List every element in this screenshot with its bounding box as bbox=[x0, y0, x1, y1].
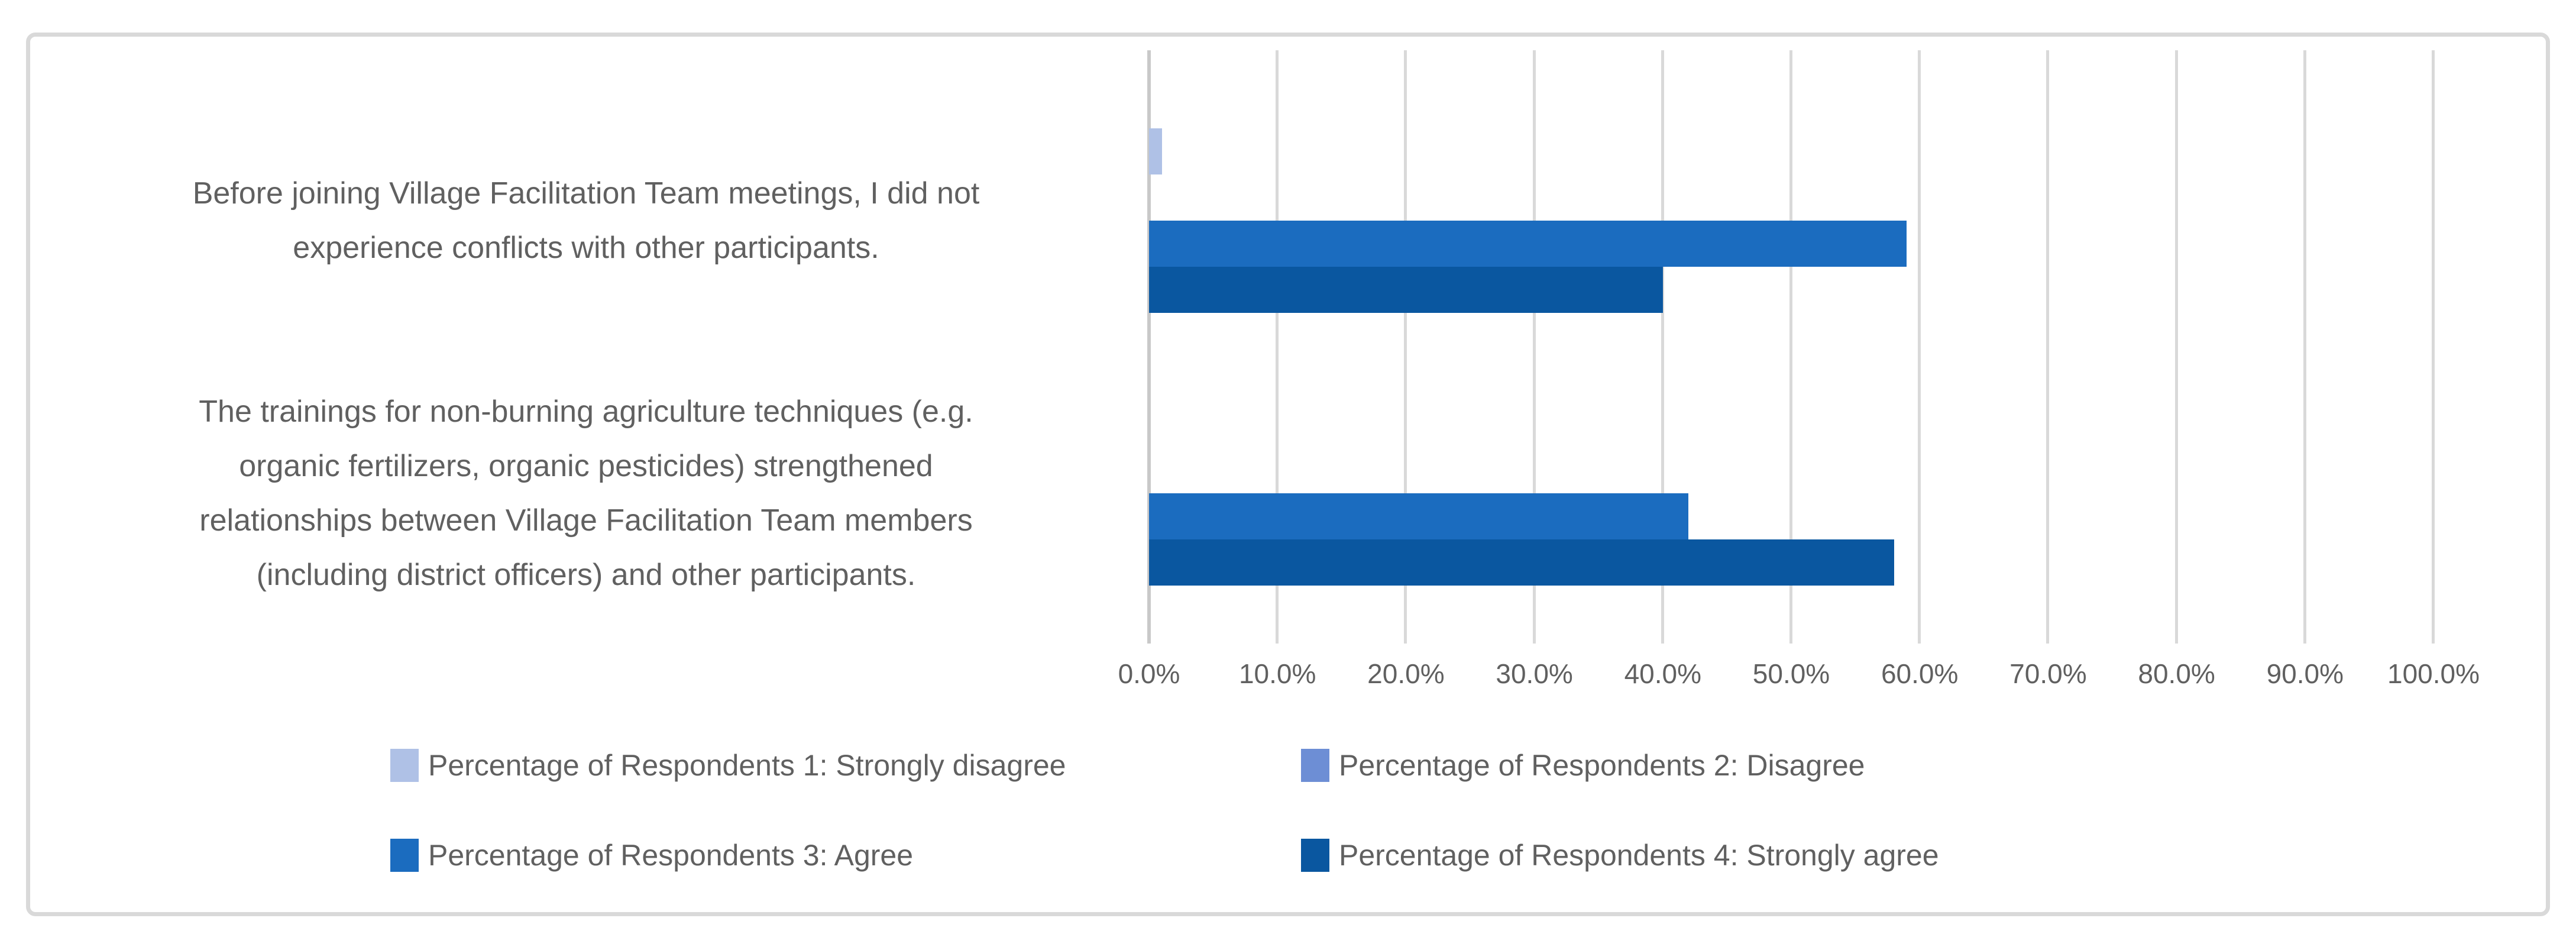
category-axis-line bbox=[1147, 50, 1151, 644]
category-label-line: organic fertilizers, organic pesticides)… bbox=[239, 449, 933, 483]
x-tick-label: 10.0% bbox=[1238, 658, 1316, 689]
legend-swatch bbox=[1301, 839, 1329, 872]
bar-series3-category1 bbox=[1149, 221, 1907, 267]
x-tick-label: 80.0% bbox=[2138, 658, 2215, 689]
bar-series4-category2 bbox=[1149, 539, 1894, 586]
legend-swatch bbox=[1301, 749, 1329, 782]
gridline bbox=[1276, 50, 1279, 644]
gridline bbox=[2432, 50, 2435, 644]
x-tick-label: 60.0% bbox=[1881, 658, 1959, 689]
x-tick-label: 70.0% bbox=[2009, 658, 2087, 689]
x-tick-label: 100.0% bbox=[2387, 658, 2480, 689]
category-label-2: The trainings for non-burning agricultur… bbox=[50, 384, 1122, 602]
gridline bbox=[1918, 50, 1921, 644]
bar-series3-category2 bbox=[1149, 493, 1689, 539]
legend-label: Percentage of Respondents 3: Agree bbox=[428, 839, 914, 872]
gridline bbox=[2303, 50, 2306, 644]
gridline bbox=[2046, 50, 2050, 644]
category-label-line: (including district officers) and other … bbox=[256, 558, 916, 592]
legend-item-3: Percentage of Respondents 3: Agree bbox=[390, 836, 913, 874]
x-tick-label: 40.0% bbox=[1624, 658, 1702, 689]
category-label-line: experience conflicts with other particip… bbox=[293, 231, 879, 265]
bar-series1-category1 bbox=[1149, 128, 1162, 174]
x-tick-label: 90.0% bbox=[2266, 658, 2344, 689]
legend-swatch bbox=[390, 839, 419, 872]
gridline bbox=[1532, 50, 1536, 644]
legend-item-4: Percentage of Respondents 4: Strongly ag… bbox=[1301, 836, 1939, 874]
bar-series4-category1 bbox=[1149, 267, 1663, 313]
x-tick-label: 50.0% bbox=[1752, 658, 1830, 689]
chart-area-border bbox=[26, 33, 2550, 916]
gridline bbox=[1404, 50, 1407, 644]
x-tick-label: 20.0% bbox=[1367, 658, 1445, 689]
legend-label: Percentage of Respondents 4: Strongly ag… bbox=[1339, 839, 1939, 872]
legend-item-1: Percentage of Respondents 1: Strongly di… bbox=[390, 746, 1066, 784]
gridline bbox=[1661, 50, 1664, 644]
gridline bbox=[1789, 50, 1792, 644]
x-tick-label: 30.0% bbox=[1496, 658, 1573, 689]
category-label-line: The trainings for non-burning agricultur… bbox=[199, 395, 973, 429]
legend-label: Percentage of Respondents 2: Disagree bbox=[1339, 749, 1865, 782]
legend-item-2: Percentage of Respondents 2: Disagree bbox=[1301, 746, 1865, 784]
gridline bbox=[2174, 50, 2178, 644]
plot-area bbox=[1147, 50, 2435, 644]
category-label-line: Before joining Village Facilitation Team… bbox=[192, 176, 980, 211]
category-label-1: Before joining Village Facilitation Team… bbox=[50, 166, 1122, 275]
x-tick-label: 0.0% bbox=[1118, 658, 1180, 689]
legend-label: Percentage of Respondents 1: Strongly di… bbox=[428, 749, 1066, 782]
category-label-line: relationships between Village Facilitati… bbox=[199, 503, 973, 538]
legend-swatch bbox=[390, 749, 419, 782]
